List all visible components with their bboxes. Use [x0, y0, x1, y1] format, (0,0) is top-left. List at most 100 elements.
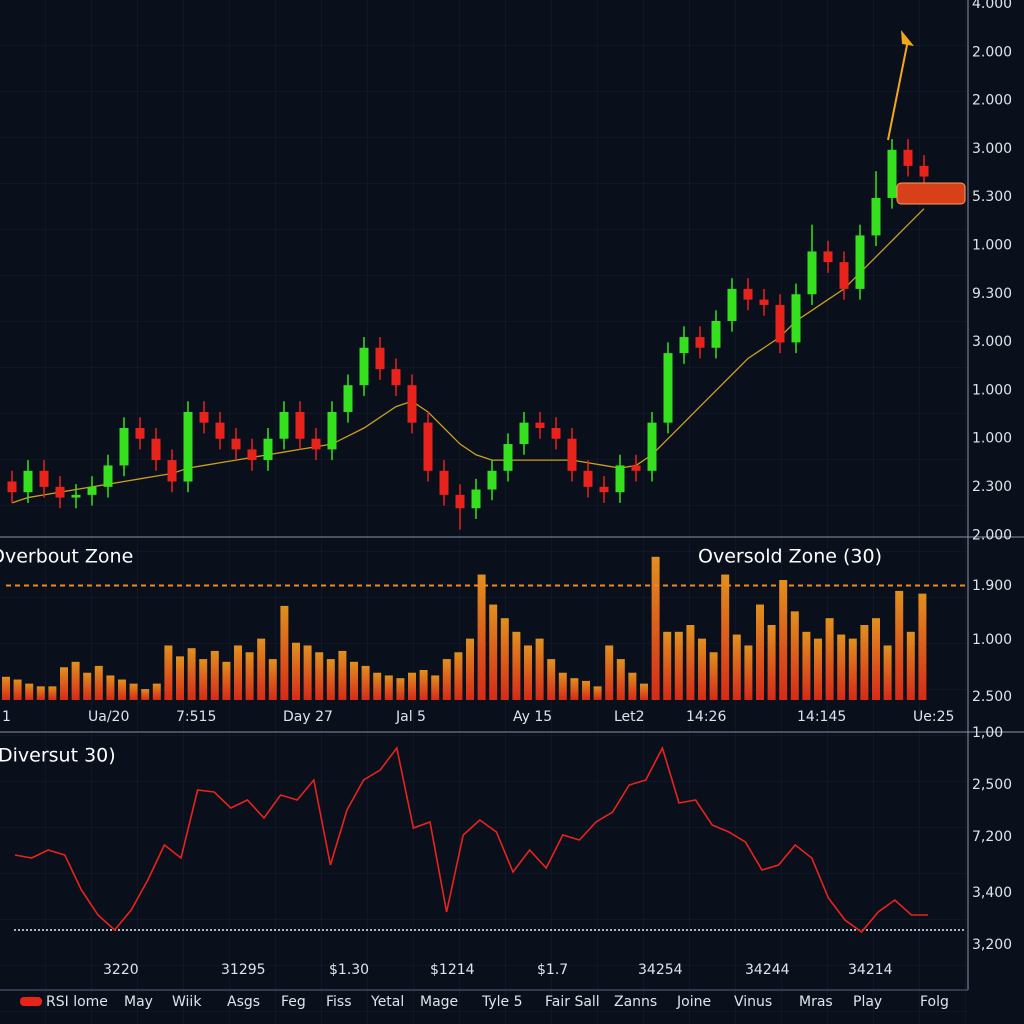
candle-body [167, 460, 177, 482]
legend-label: Play [853, 994, 882, 1010]
rsi-x-label: 3220 [103, 962, 139, 978]
volume-bar [848, 638, 857, 700]
rsi-line [14, 745, 928, 934]
volume-bar [187, 648, 196, 700]
volume-bar [802, 631, 811, 700]
volume-bar [756, 604, 764, 700]
rsi-axis-label: 3,400 [972, 885, 1012, 901]
candle-body [439, 470, 449, 495]
volume-axis-label: 2.500 [972, 689, 1012, 705]
volume-axis-label: 1.900 [972, 578, 1012, 594]
legend-label: Fair Sall [545, 994, 600, 1010]
x-axis-label: Day 27 [283, 709, 333, 725]
legend-label: Mage [420, 994, 458, 1010]
candle-body [71, 494, 81, 498]
volume-bar [442, 659, 451, 700]
volume-bar [13, 679, 22, 700]
volume-bar [210, 650, 219, 700]
candle-body [807, 251, 817, 295]
candle-body [215, 422, 225, 439]
volume-bar [674, 631, 683, 700]
candle-body [631, 465, 641, 471]
candle-body [839, 262, 849, 289]
candle-body [183, 411, 193, 482]
rsi-axis-label: 3,200 [972, 937, 1012, 953]
candle-body [407, 385, 417, 423]
candle-body [551, 428, 561, 439]
candle-body [375, 347, 385, 370]
candle-body [647, 422, 657, 471]
volume-bar [176, 656, 184, 700]
rsi-x-label: 34214 [848, 962, 893, 978]
volume-bar [384, 675, 393, 700]
candle-body [871, 197, 881, 236]
candle-body [23, 470, 33, 493]
candle-body [311, 438, 321, 450]
candle-body [663, 353, 673, 423]
price-axis-label: 2.300 [972, 479, 1012, 495]
volume-bar [257, 638, 266, 700]
volume-bar [500, 618, 509, 700]
volume-bar [94, 665, 103, 700]
volume-bar [129, 683, 138, 700]
legend-label: Mras [799, 994, 833, 1010]
volume-bar [628, 672, 637, 700]
legend-swatch [20, 997, 42, 1006]
candle-body [679, 337, 689, 354]
volume-bar [152, 683, 161, 700]
volume-bar [303, 645, 312, 700]
candle-body [199, 411, 209, 423]
rsi-x-label: $1.7 [537, 962, 568, 978]
candle-body [135, 428, 145, 439]
volume-bar [512, 631, 521, 700]
candle-body [471, 489, 481, 509]
price-tag [896, 182, 966, 205]
x-axis-label: Ua/20 [88, 709, 129, 725]
candle-body [423, 422, 433, 471]
volume-bar [860, 625, 869, 700]
candle-body [743, 288, 753, 300]
volume-bar [582, 680, 590, 700]
annotation-arrow [887, 39, 909, 141]
volume-bar [767, 625, 776, 700]
candle-body [231, 438, 241, 450]
legend-label: May [124, 994, 153, 1010]
candle-body [295, 411, 305, 439]
candle-body [519, 422, 529, 445]
volume-bar [60, 667, 68, 700]
volume-bar [524, 645, 532, 700]
rsi-x-label: 34254 [638, 962, 683, 978]
price-axis-label: 5.300 [972, 189, 1012, 205]
candle-body [791, 294, 801, 343]
volume-bar [732, 634, 741, 700]
x-axis-label: Ue:25 [913, 709, 954, 725]
volume-bar [663, 631, 672, 700]
price-axis-label: 1.000 [972, 431, 1012, 447]
candle-body [823, 251, 833, 263]
volume-bar [141, 689, 150, 700]
candle-body [919, 165, 929, 177]
volume-bar [71, 661, 80, 700]
legend-label: RSI lome [46, 994, 108, 1010]
candle-body [503, 444, 513, 471]
rsi-x-label: $1214 [430, 962, 475, 978]
volume-bar [2, 676, 10, 700]
volume-bar [906, 631, 915, 700]
candle-body [775, 304, 785, 343]
volume-bar [280, 605, 289, 700]
volume-bar [883, 645, 892, 700]
volume-bar [814, 638, 822, 700]
volume-bar [25, 683, 34, 700]
x-axis-label: Let2 [614, 709, 645, 725]
volume-bar [234, 645, 242, 700]
legend-label: Wiik [172, 994, 202, 1010]
volume-bar [593, 686, 602, 700]
candle-body [567, 438, 577, 471]
rsi-axis-label: 2,500 [972, 777, 1012, 793]
x-axis-label: 14:145 [797, 709, 846, 725]
volume-bar [918, 593, 927, 700]
volume-bar [779, 580, 788, 700]
candle-body [487, 470, 497, 490]
price-axis-label: 9.300 [972, 286, 1012, 302]
price-axis-label: 1.000 [972, 382, 1012, 398]
